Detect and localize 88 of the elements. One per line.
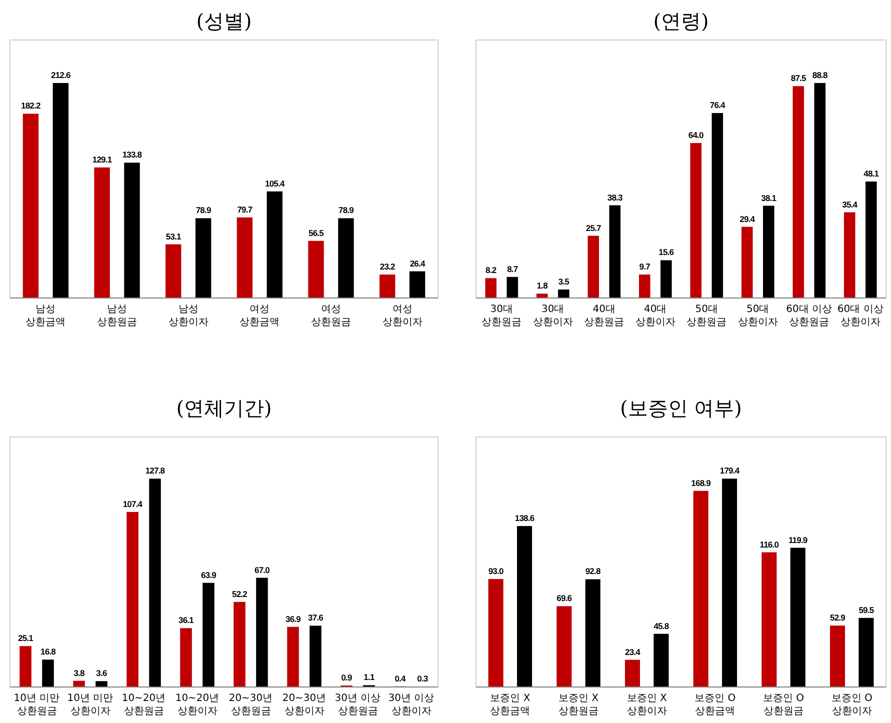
x-tick-label: 여성 상환금액: [240, 304, 280, 328]
data-label: 3.5: [558, 276, 570, 287]
x-tick-label: 60대 이상 상환원금: [786, 304, 832, 328]
data-label: 179.4: [720, 466, 740, 476]
data-label: 0.4: [394, 673, 406, 684]
data-label: 92.8: [585, 566, 601, 576]
data-label: 182.2: [21, 100, 41, 111]
x-tick-label: 보증인 X 상환이자: [626, 693, 667, 717]
x-tick-label: 40대 상환원금: [584, 304, 624, 328]
x-tick-label: 50대 상환원금: [686, 304, 727, 328]
x-tick-label: 60대 이상 상환이자: [837, 304, 884, 328]
x-tick-label: 10~20년 상환이자: [175, 693, 220, 717]
data-label: 67.0: [254, 564, 270, 575]
data-label: 48.1: [864, 168, 880, 179]
x-tick-label: 남성 상환금액: [26, 304, 66, 328]
data-label: 52.9: [830, 612, 846, 623]
data-label: 0.9: [341, 672, 352, 683]
data-label: 138.6: [514, 513, 535, 524]
data-label: 9.7: [639, 262, 651, 272]
x-tick-label: 20~30년 상환이자: [282, 693, 326, 717]
data-label: 52.2: [232, 588, 248, 599]
data-label: 16.8: [40, 646, 56, 657]
x-tick-label: 10년 미만 상환이자: [67, 693, 114, 717]
data-label: 3.8: [74, 668, 85, 678]
data-label: 25.1: [18, 633, 34, 644]
x-tick-label: 10년 미만 상환원금: [14, 693, 60, 717]
data-label: 3.6: [96, 668, 108, 678]
x-tick-label: 보증인 O 상환금액: [694, 693, 736, 717]
data-label: 36.9: [286, 614, 302, 624]
x-tick-label: 30년 이상 상환원금: [334, 693, 381, 717]
data-label: 212.6: [51, 70, 71, 80]
chart-title: (연령): [653, 9, 709, 33]
data-label: 23.4: [625, 646, 641, 657]
data-label: 29.4: [740, 214, 756, 224]
data-label: 0.3: [417, 674, 428, 684]
data-label: 76.4: [710, 100, 726, 110]
data-label: 116.0: [760, 539, 780, 550]
x-tick-label: 여성 상환이자: [382, 304, 422, 328]
data-label: 35.4: [842, 199, 858, 210]
data-label: 129.1: [92, 154, 112, 164]
x-tick-label: 30대 상환이자: [532, 304, 573, 328]
data-label: 127.8: [145, 466, 166, 476]
data-label: 78.9: [196, 205, 212, 216]
data-label: 133.8: [122, 150, 142, 160]
x-tick-label: 여성 상환원금: [311, 304, 351, 328]
x-tick-label: 보증인 X 상환금액: [490, 693, 530, 717]
data-label: 15.6: [658, 247, 674, 258]
data-label: 53.1: [166, 231, 182, 242]
data-label: 8.2: [486, 265, 497, 276]
chart-title: (연체기간): [176, 396, 272, 420]
data-label: 59.5: [858, 604, 874, 615]
data-label: 107.4: [122, 498, 143, 509]
data-label: 93.0: [488, 566, 504, 576]
chart-title: (보증인 여부): [620, 396, 742, 420]
data-label: 88.8: [812, 70, 828, 80]
x-tick-label: 남성 상환원금: [97, 304, 137, 328]
x-tick-label: 남성 상환이자: [168, 304, 208, 328]
data-label: 45.8: [654, 620, 670, 631]
x-tick-label: 30대 상환원금: [482, 304, 522, 328]
chart-title: (성별): [196, 9, 252, 33]
x-tick-label: 40대 상환이자: [635, 304, 676, 328]
data-label: 37.6: [308, 612, 324, 623]
x-tick-label: 10~20년 상환원금: [122, 693, 166, 717]
data-label: 105.4: [265, 178, 285, 188]
data-label: 26.4: [410, 258, 426, 268]
data-label: 36.1: [178, 615, 194, 626]
data-label: 87.5: [790, 73, 806, 84]
data-label: 1.8: [536, 280, 548, 291]
data-label: 56.5: [308, 228, 324, 238]
data-label: 25.7: [586, 222, 602, 233]
data-label: 69.6: [556, 593, 572, 604]
data-label: 38.1: [761, 192, 777, 203]
data-label: 78.9: [338, 205, 354, 216]
data-label: 63.9: [201, 570, 217, 580]
x-tick-label: 20~30년 상환원금: [228, 693, 273, 717]
x-tick-label: 보증인 X 상환원금: [558, 693, 599, 717]
x-tick-label: 50대 상환이자: [738, 304, 778, 328]
data-label: 1.1: [364, 672, 375, 682]
x-tick-label: 보증인 O 상환원금: [762, 693, 804, 717]
data-label: 64.0: [688, 130, 704, 140]
data-label: 79.7: [237, 204, 253, 214]
data-label: 119.9: [788, 534, 808, 545]
data-label: 8.7: [507, 264, 518, 274]
data-label: 168.9: [691, 478, 712, 488]
x-tick-label: 보증인 O 상환이자: [831, 693, 872, 717]
data-label: 38.3: [607, 192, 624, 202]
x-tick-label: 30년 이상 상환이자: [388, 693, 434, 717]
data-label: 23.2: [380, 262, 396, 272]
